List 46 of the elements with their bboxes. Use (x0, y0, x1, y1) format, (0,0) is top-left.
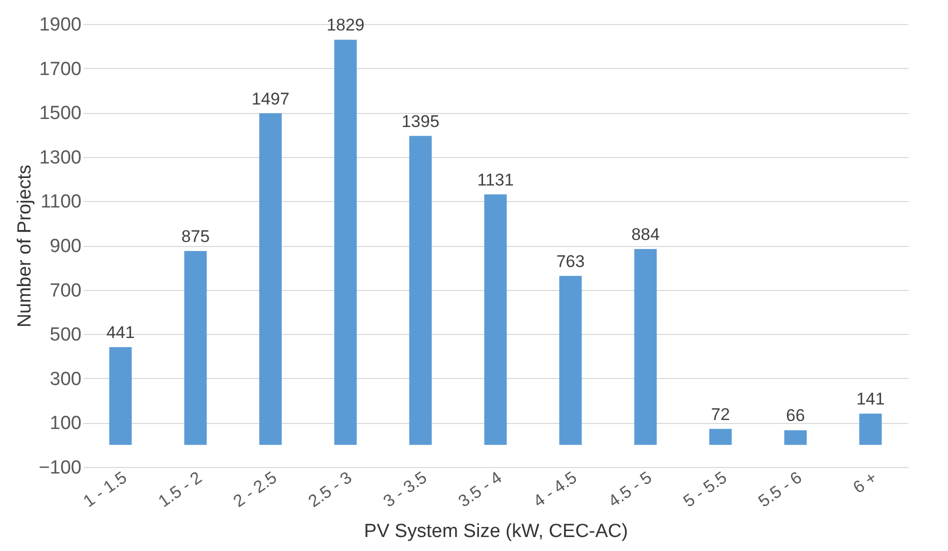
y-tick-label: −100 (38, 458, 82, 478)
data-label: 1829 (326, 16, 364, 35)
y-tick-label: 1500 (39, 103, 82, 124)
data-label: 875 (181, 227, 210, 246)
x-tick-label: 4 - 4.5 (530, 468, 580, 512)
bar (184, 251, 207, 445)
bar (859, 414, 882, 445)
bar (109, 347, 132, 445)
y-tick-label: 100 (50, 413, 82, 434)
data-label: 66 (786, 406, 805, 426)
bar (409, 136, 432, 445)
x-tick-label: 3.5 - 4 (454, 468, 506, 512)
x-tick-label: 6 + (850, 468, 880, 498)
y-tick-label: 900 (50, 236, 82, 257)
data-label: 1131 (477, 170, 514, 190)
y-tick-label: 300 (50, 368, 82, 390)
y-axis-title: Number of Projects (14, 164, 36, 328)
y-tick-label: 1300 (39, 147, 82, 168)
bar (709, 428, 732, 445)
x-tick-label: 4.5 - 5 (604, 468, 656, 512)
x-tick-label: 5 - 5.5 (680, 468, 730, 512)
y-tick-label: 1900 (39, 14, 82, 36)
x-axis-title: PV System Size (kW, CEC-AC) (364, 521, 628, 542)
bar (484, 194, 507, 445)
data-label: 441 (106, 323, 135, 342)
data-label: 72 (711, 404, 730, 424)
y-tick-label: 500 (50, 324, 82, 346)
y-tick-label: 700 (50, 280, 82, 302)
x-tick-label: 3 - 3.5 (380, 468, 430, 512)
x-tick-label: 1.5 - 2 (154, 468, 206, 512)
data-label: 1395 (402, 112, 440, 131)
x-tick-label: 2 - 2.5 (230, 468, 280, 512)
data-label: 763 (556, 252, 585, 271)
bar (784, 430, 807, 445)
bar (559, 276, 582, 445)
data-label: 884 (631, 225, 660, 244)
x-tick-label: 2.5 - 3 (304, 468, 356, 512)
x-tick-label: 5.5 - 6 (754, 468, 806, 512)
data-label: 1497 (252, 89, 290, 108)
x-tick-label: 1 - 1.5 (80, 468, 130, 512)
bar (634, 249, 657, 445)
data-label: 141 (856, 390, 885, 409)
bar (334, 40, 357, 445)
y-tick-label: 1700 (39, 58, 82, 80)
y-tick-label: 1100 (40, 192, 82, 213)
bar (259, 113, 282, 445)
